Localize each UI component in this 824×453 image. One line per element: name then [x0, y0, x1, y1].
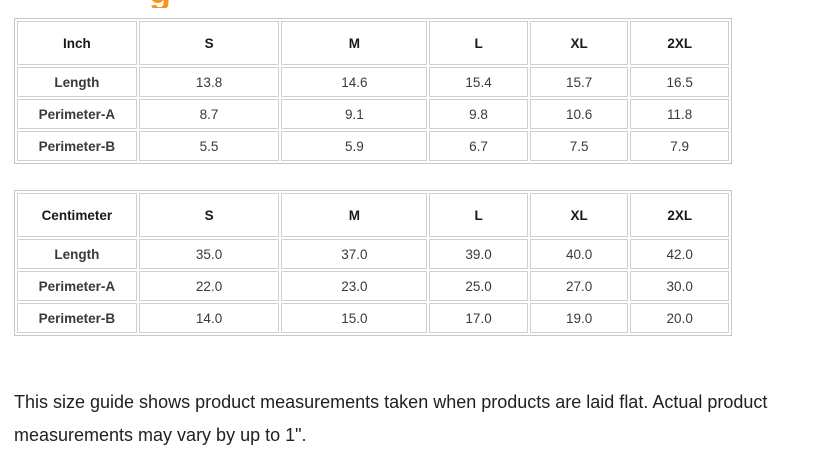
measurement-cell: 6.7	[429, 131, 528, 161]
size-header-cell: S	[138, 193, 280, 237]
measurement-cell: 7.5	[529, 131, 629, 161]
measurement-cell: 30.0	[630, 271, 729, 301]
measurement-cell: 17.0	[429, 303, 528, 333]
size-header-cell: XL	[529, 193, 629, 237]
measurement-cell: 13.8	[138, 67, 280, 97]
size-header-cell: M	[281, 21, 428, 65]
table-header-row: Centimeter S M L XL 2XL	[17, 193, 729, 237]
table-row: Perimeter-B 5.5 5.9 6.7 7.5 7.9	[17, 131, 729, 161]
size-header-cell: L	[429, 21, 528, 65]
measurement-cell: 39.0	[429, 239, 528, 269]
measurement-cell: 40.0	[529, 239, 629, 269]
measurement-cell: 15.7	[529, 67, 629, 97]
unit-header-cell: Centimeter	[17, 193, 137, 237]
row-label-cell: Length	[17, 239, 137, 269]
size-table-inch: Inch S M L XL 2XL Length 13.8 14.6 15.4 …	[14, 18, 732, 164]
measurement-cell: 42.0	[630, 239, 729, 269]
size-header-cell: L	[429, 193, 528, 237]
measurement-cell: 23.0	[281, 271, 428, 301]
measurement-cell: 37.0	[281, 239, 428, 269]
table-row: Length 13.8 14.6 15.4 15.7 16.5	[17, 67, 729, 97]
table-row: Perimeter-B 14.0 15.0 17.0 19.0 20.0	[17, 303, 729, 333]
size-header-cell: 2XL	[630, 21, 729, 65]
heading-letter-g: g	[149, 0, 171, 8]
measurement-cell: 8.7	[138, 99, 280, 129]
size-header-cell: 2XL	[630, 193, 729, 237]
measurement-cell: 22.0	[138, 271, 280, 301]
table-row: Length 35.0 37.0 39.0 40.0 42.0	[17, 239, 729, 269]
measurement-cell: 15.0	[281, 303, 428, 333]
measurement-cell: 9.1	[281, 99, 428, 129]
unit-header-cell: Inch	[17, 21, 137, 65]
measurement-cell: 25.0	[429, 271, 528, 301]
measurement-cell: 16.5	[630, 67, 729, 97]
size-guide-note: This size guide shows product measuremen…	[14, 392, 768, 445]
measurement-cell: 5.9	[281, 131, 428, 161]
table-row: Perimeter-A 8.7 9.1 9.8 10.6 11.8	[17, 99, 729, 129]
measurement-cell: 7.9	[630, 131, 729, 161]
measurement-cell: 14.6	[281, 67, 428, 97]
row-label-cell: Perimeter-A	[17, 99, 137, 129]
measurement-cell: 11.8	[630, 99, 729, 129]
measurement-cell: 15.4	[429, 67, 528, 97]
table-row: Perimeter-A 22.0 23.0 25.0 27.0 30.0	[17, 271, 729, 301]
measurement-cell: 20.0	[630, 303, 729, 333]
size-header-cell: M	[281, 193, 428, 237]
row-label-cell: Perimeter-B	[17, 303, 137, 333]
table-header-row: Inch S M L XL 2XL	[17, 21, 729, 65]
measurement-cell: 9.8	[429, 99, 528, 129]
size-table-centimeter: Centimeter S M L XL 2XL Length 35.0 37.0…	[14, 190, 732, 336]
measurement-cell: 5.5	[138, 131, 280, 161]
measurement-cell: 27.0	[529, 271, 629, 301]
measurement-cell: 14.0	[138, 303, 280, 333]
row-label-cell: Perimeter-A	[17, 271, 137, 301]
measurement-cell: 19.0	[529, 303, 629, 333]
row-label-cell: Length	[17, 67, 137, 97]
size-header-cell: S	[138, 21, 280, 65]
measurement-cell: 35.0	[138, 239, 280, 269]
measurement-cell: 10.6	[529, 99, 629, 129]
clipped-heading-descender: g	[149, 0, 175, 8]
size-header-cell: XL	[529, 21, 629, 65]
row-label-cell: Perimeter-B	[17, 131, 137, 161]
